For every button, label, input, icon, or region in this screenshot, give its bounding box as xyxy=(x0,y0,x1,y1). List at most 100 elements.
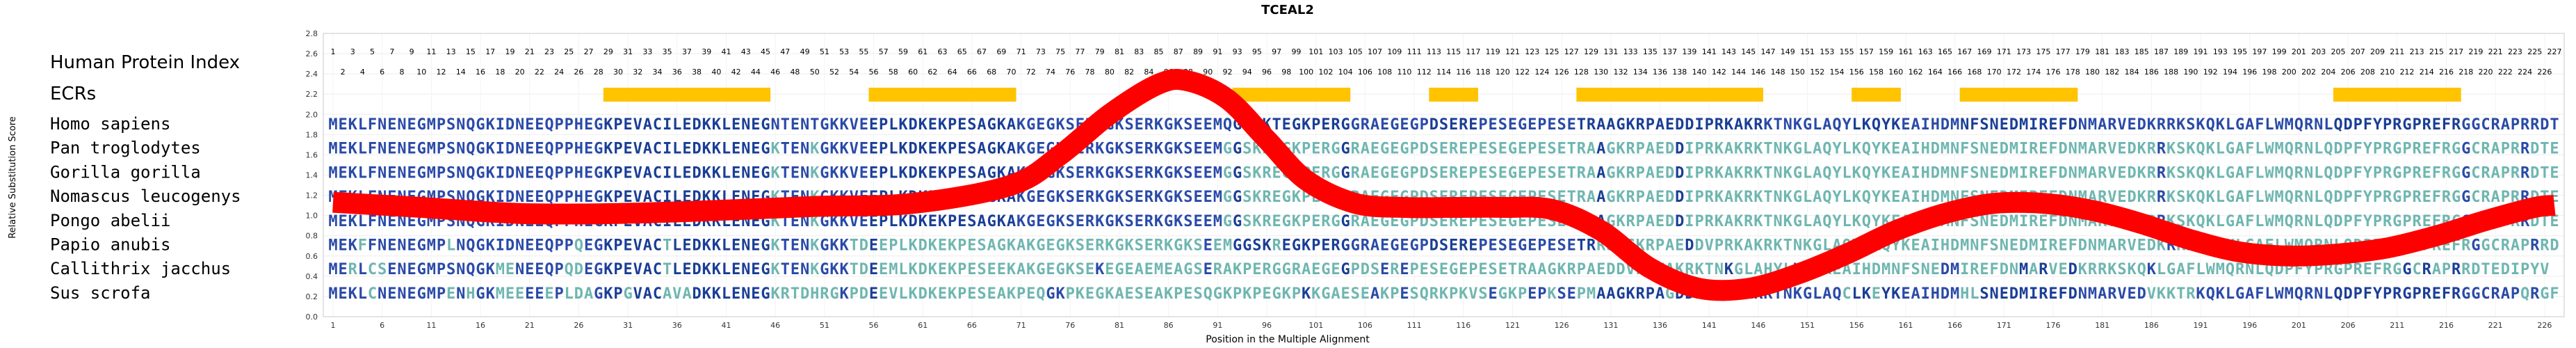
protein-index-number: 116 xyxy=(1456,68,1471,77)
residue: N xyxy=(397,116,406,134)
residue: N xyxy=(1990,116,1999,134)
protein-index-number: 5 xyxy=(370,47,375,56)
residue: P xyxy=(555,189,564,206)
protein-index-number: 89 xyxy=(1193,47,1203,56)
residue: R xyxy=(2481,189,2490,206)
residue: N xyxy=(741,285,750,303)
residue: E xyxy=(957,213,966,230)
residue: E xyxy=(1135,164,1144,182)
residue: A xyxy=(1596,189,1605,206)
residue: E xyxy=(1204,141,1213,158)
residue: G xyxy=(1282,261,1291,278)
residue: E xyxy=(339,164,348,182)
residue: R xyxy=(1361,237,1370,255)
residue: A xyxy=(1370,116,1379,134)
x-tick-label: 111 xyxy=(1407,321,1422,330)
residue: R xyxy=(2098,164,2107,182)
residue: P xyxy=(1694,189,1703,206)
y-tick-label: 2.2 xyxy=(306,90,318,99)
residue: G xyxy=(2392,261,2401,278)
residue: E xyxy=(525,116,534,134)
residue: K xyxy=(1852,164,1862,182)
protein-index-number: 63 xyxy=(938,47,948,56)
plot-frame xyxy=(323,33,2565,317)
protein-index-number: 208 xyxy=(2360,68,2375,77)
residue: K xyxy=(840,285,850,303)
residue: Q xyxy=(466,237,475,255)
residue: S xyxy=(1557,116,1566,134)
residue: S xyxy=(1066,189,1075,206)
protein-index-number: 202 xyxy=(2301,68,2316,77)
protein-index-number: 134 xyxy=(1633,68,1648,77)
residue: K xyxy=(604,285,613,303)
residue: S xyxy=(1124,141,1133,158)
residue: G xyxy=(1026,116,1035,134)
residue: G xyxy=(1105,141,1114,158)
residue: S xyxy=(2176,189,2185,206)
residue: K xyxy=(898,164,908,182)
residue: K xyxy=(1056,285,1066,303)
residue: W xyxy=(2265,141,2274,158)
residue: N xyxy=(515,189,524,206)
residue: E xyxy=(1537,141,1546,158)
residue: A xyxy=(643,141,652,158)
residue: S xyxy=(2186,116,2195,134)
residue: G xyxy=(1341,164,1350,182)
residue: E xyxy=(938,285,947,303)
residue: R xyxy=(1626,141,1635,158)
residue: C xyxy=(653,189,662,206)
residue: K xyxy=(898,116,908,134)
protein-index-number: 76 xyxy=(1065,68,1075,77)
residue: S xyxy=(1429,261,1439,278)
residue: D xyxy=(2127,141,2136,158)
residue: D xyxy=(2471,261,2480,278)
residue: P xyxy=(850,285,859,303)
residue: Q xyxy=(1862,164,1871,182)
residue: M xyxy=(2019,261,2028,278)
residue: S xyxy=(1970,164,1979,182)
residue: G xyxy=(2461,164,2470,182)
residue: T xyxy=(1763,141,1772,158)
residue: G xyxy=(1341,261,1350,278)
residue: G xyxy=(1508,141,1517,158)
residue: I xyxy=(2019,164,2028,182)
residue: V xyxy=(633,116,642,134)
residue: E xyxy=(623,164,632,182)
residue: D xyxy=(1420,141,1429,158)
residue: K xyxy=(604,189,613,206)
residue: K xyxy=(1734,213,1744,230)
x-tick-label: 201 xyxy=(2292,321,2306,330)
residue: G xyxy=(417,164,426,182)
residue: E xyxy=(525,164,534,182)
residue: K xyxy=(2147,116,2157,134)
residue: R xyxy=(2157,164,2166,182)
residue: R xyxy=(2501,237,2511,255)
residue: A xyxy=(1302,261,1311,278)
residue: K xyxy=(1164,237,1174,255)
residue: M xyxy=(496,261,505,278)
residue: P xyxy=(613,285,622,303)
residue: K xyxy=(1154,213,1164,230)
residue: P xyxy=(2383,285,2392,303)
residue: Q xyxy=(2294,285,2303,303)
protein-index-number: 23 xyxy=(544,47,554,56)
residue: R xyxy=(1763,237,1773,255)
protein-index-number: 72 xyxy=(1026,68,1036,77)
residue: E xyxy=(1370,164,1379,182)
residue: A xyxy=(1813,141,1822,158)
residue: P xyxy=(555,261,564,278)
residue: T xyxy=(781,261,790,278)
residue: L xyxy=(722,237,731,255)
residue: A xyxy=(1587,261,1596,278)
residue: V xyxy=(889,285,898,303)
residue: P xyxy=(565,141,574,158)
residue: E xyxy=(387,237,396,255)
residue: L xyxy=(2157,261,2166,278)
residue: E xyxy=(407,261,416,278)
residue: F xyxy=(368,213,377,230)
protein-index-number: 163 xyxy=(1918,47,1933,56)
protein-index-number: 36 xyxy=(672,68,682,77)
residue: K xyxy=(1095,261,1105,278)
residue: P xyxy=(957,261,966,278)
residue: K xyxy=(1881,141,1891,158)
